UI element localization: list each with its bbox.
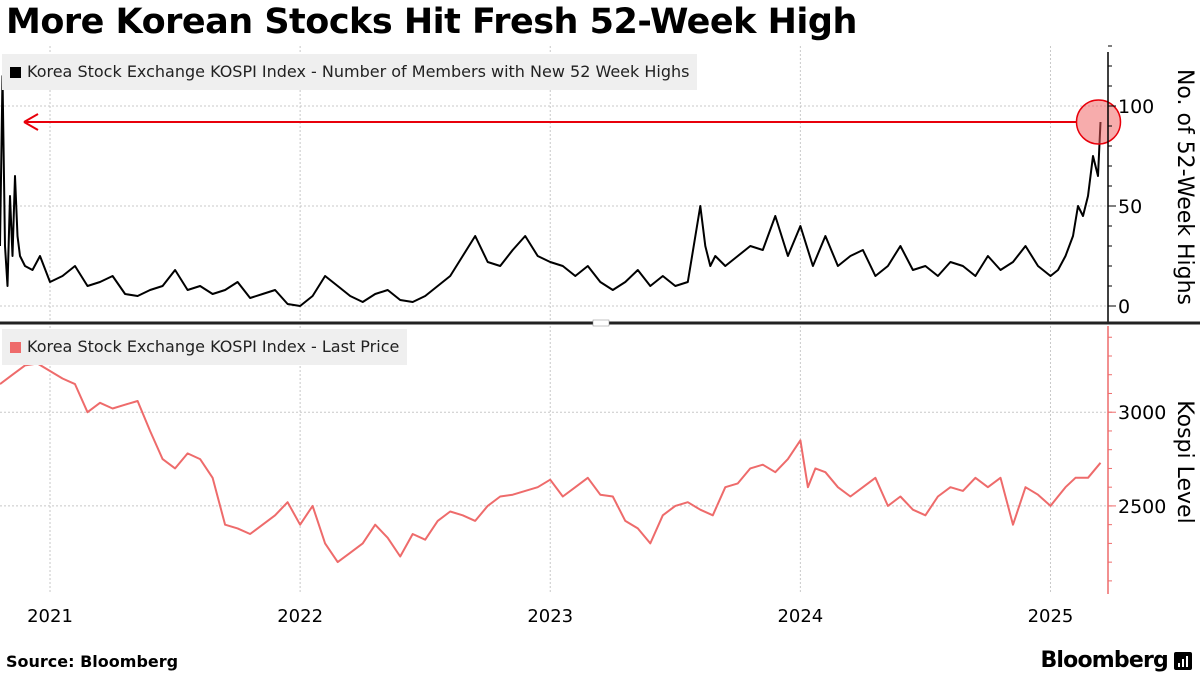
top-ytick-label: 0 xyxy=(1118,296,1130,318)
legend-bottom: Korea Stock Exchange KOSPI Index - Last … xyxy=(2,329,408,365)
legend-top-label: Korea Stock Exchange KOSPI Index - Numbe… xyxy=(27,62,690,81)
top-ytick-label: 50 xyxy=(1118,196,1142,218)
brand-name: Bloomberg xyxy=(1040,648,1168,673)
bloomberg-terminal-icon xyxy=(1174,651,1192,670)
bottom-series-line xyxy=(0,362,1102,564)
legend-top: Korea Stock Exchange KOSPI Index - Numbe… xyxy=(2,54,698,90)
bottom-ytick-label: 3000 xyxy=(1118,402,1166,424)
xtick-label: 2021 xyxy=(27,606,73,627)
bottom-panel-grid xyxy=(0,326,1108,594)
high-annotation xyxy=(23,99,1122,145)
axes: 0 50 100 2500 3000 2021 2022 2023 2024 2025 No. of… xyxy=(0,45,1200,627)
chart-area: 0 50 100 2500 3000 2021 2022 2023 2024 2025 No. of… xyxy=(0,45,1200,627)
xtick-label: 2025 xyxy=(1028,606,1074,627)
xtick-label: 2023 xyxy=(527,606,573,627)
xtick-label: 2024 xyxy=(777,606,823,627)
arrow-head xyxy=(23,113,39,131)
brand-logo: Bloomberg xyxy=(1040,648,1192,673)
chart-title: More Korean Stocks Hit Fresh 52-Week Hig… xyxy=(6,2,857,42)
bottom-ytick-label: 2500 xyxy=(1118,496,1166,518)
top-series-line xyxy=(0,75,1102,307)
top-yaxis-title: No. of 52-Week Highs xyxy=(1172,69,1197,305)
xtick-label: 2022 xyxy=(277,606,323,627)
top-ytick-label: 100 xyxy=(1118,96,1154,118)
legend-top-swatch xyxy=(10,67,21,78)
highlight-circle xyxy=(1075,99,1122,145)
bottom-yaxis-title: Kospi Level xyxy=(1172,400,1197,523)
source-note: Source: Bloomberg xyxy=(6,652,179,671)
panel-splitter-handle xyxy=(592,319,610,327)
legend-bottom-label: Korea Stock Exchange KOSPI Index - Last … xyxy=(27,337,400,356)
legend-bottom-swatch xyxy=(10,342,21,353)
